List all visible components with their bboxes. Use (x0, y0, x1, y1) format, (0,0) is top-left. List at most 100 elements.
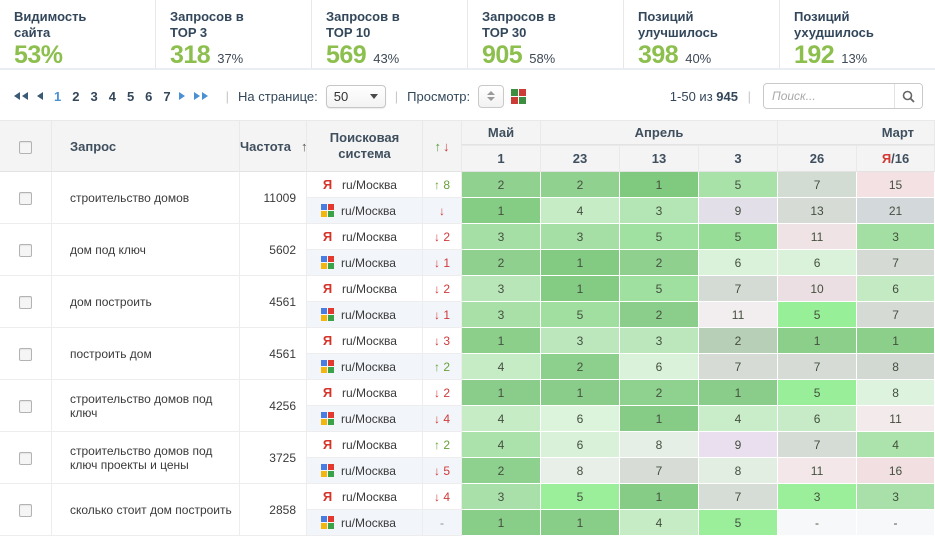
pagination-page-7[interactable]: 7 (163, 88, 171, 104)
position-change-cell: ↑ 2 (423, 432, 462, 458)
row-checkbox-cell (0, 172, 52, 224)
position-cell: 3 (541, 328, 620, 354)
summary-card-label: Видимость сайта (14, 9, 87, 40)
query-cell[interactable]: дом под ключ (52, 224, 240, 276)
position-cell: 15 (857, 172, 935, 198)
pagination-last-icon[interactable] (193, 92, 208, 100)
position-cell: 1 (778, 328, 858, 354)
engine-cell: ru/Москва (307, 198, 423, 224)
position-change-cell: ↓ 4 (423, 406, 462, 432)
pagination-page-6[interactable]: 6 (145, 88, 153, 104)
date-header[interactable]: 3 (699, 145, 779, 172)
row-checkbox[interactable] (19, 451, 32, 465)
position-cell: 1 (541, 276, 620, 302)
table-row: ru/Москва ↓ 1 4 3 9 13 21 (0, 198, 935, 224)
date-header[interactable]: 23 (541, 145, 620, 172)
row-checkbox[interactable] (19, 191, 32, 205)
position-cell: 1 (541, 510, 620, 536)
position-cell: 8 (620, 432, 699, 458)
position-change-cell: ↓ (423, 198, 462, 224)
row-checkbox[interactable] (19, 503, 32, 517)
position-cell: 7 (778, 432, 858, 458)
pagination-page-3[interactable]: 3 (90, 88, 98, 104)
query-cell[interactable]: строительство домов под ключ (52, 380, 240, 432)
position-cell: 7 (699, 354, 779, 380)
yandex-icon: Я (322, 489, 333, 505)
grid-square (511, 88, 519, 96)
collapse-expand-button[interactable] (478, 84, 505, 108)
position-cell: 3 (857, 224, 935, 250)
position-cell: 6 (541, 432, 620, 458)
yandex-icon: Я (322, 177, 333, 193)
row-checkbox[interactable] (19, 347, 32, 361)
position-cell: 10 (778, 276, 858, 302)
row-checkbox[interactable] (19, 399, 32, 413)
summary-card: Запросов в TOP 3 318 37% (155, 0, 311, 68)
date-header[interactable]: 13 (620, 145, 699, 172)
query-cell[interactable]: сколько стоит дом построить (52, 484, 240, 536)
frequency-cell: 5602 (240, 224, 307, 276)
summary-card-percent: 58% (529, 50, 556, 66)
row-checkbox[interactable] (19, 295, 32, 309)
engine-region: ru/Москва (342, 229, 397, 244)
date-header[interactable]: 1 (462, 145, 541, 172)
search-icon[interactable] (894, 84, 922, 108)
grid-view-button[interactable] (511, 88, 527, 104)
query-cell[interactable]: строительство домов под ключ проекты и ц… (52, 432, 240, 484)
pagination-page-4[interactable]: 4 (108, 88, 116, 104)
position-cell: 3 (541, 224, 620, 250)
search-box (763, 83, 923, 109)
summary-card-percent: 13% (841, 50, 868, 66)
google-icon (321, 412, 334, 426)
query-column-header[interactable]: Запрос (52, 120, 240, 172)
position-cell: 3 (778, 484, 858, 510)
select-all-checkbox[interactable] (19, 140, 32, 154)
position-cell: 2 (620, 250, 699, 276)
row-checkbox[interactable] (19, 243, 32, 257)
date-header[interactable]: Я/16 (857, 145, 935, 172)
engine-region: ru/Москва (341, 463, 396, 478)
change-column-header[interactable]: ↑ ↓ (423, 120, 462, 172)
sort-asc-icon: ↑ (301, 138, 308, 154)
query-cell[interactable]: строительство домов (52, 172, 240, 224)
view-label: Просмотр: (407, 88, 471, 104)
position-cell: 2 (541, 354, 620, 380)
position-cell: 4 (541, 198, 620, 224)
position-change-cell: ↑ 2 (423, 354, 462, 380)
position-cell: 11 (699, 302, 779, 328)
summary-card-percent: 40% (685, 50, 712, 66)
position-cell: 5 (778, 380, 858, 406)
search-input[interactable] (764, 89, 894, 103)
google-icon (321, 516, 334, 530)
position-cell: 6 (541, 406, 620, 432)
pagination-next-icon[interactable] (178, 92, 185, 100)
engine-region: ru/Москва (342, 437, 397, 452)
toolbar-separator: | (225, 88, 230, 104)
position-cell: 1 (462, 510, 541, 536)
summary-card-value: 398 (638, 40, 679, 69)
per-page-select[interactable]: 50 (325, 84, 386, 108)
position-cell: 16 (857, 458, 935, 484)
summary-card-value: 569 (326, 40, 367, 69)
engine-region: ru/Москва (341, 255, 396, 270)
results-range: 1-50 из 945 | (669, 88, 751, 104)
position-change-cell: ↓ 4 (423, 484, 462, 510)
google-icon (321, 204, 334, 218)
pagination-page-5[interactable]: 5 (126, 88, 135, 104)
pagination-page-2[interactable]: 2 (72, 88, 80, 104)
frequency-column-header[interactable]: Частота ↑ (240, 120, 308, 172)
query-cell[interactable]: дом построить (52, 276, 240, 328)
position-cell: 4 (699, 406, 779, 432)
pagination-page-1[interactable]: 1 (54, 88, 62, 104)
query-cell[interactable]: построить дом (52, 328, 240, 380)
per-page-value: 50 (333, 88, 349, 104)
pagination-first-icon[interactable] (14, 92, 28, 100)
date-header[interactable]: 26 (778, 145, 858, 172)
pagination-prev-icon[interactable] (37, 92, 43, 100)
